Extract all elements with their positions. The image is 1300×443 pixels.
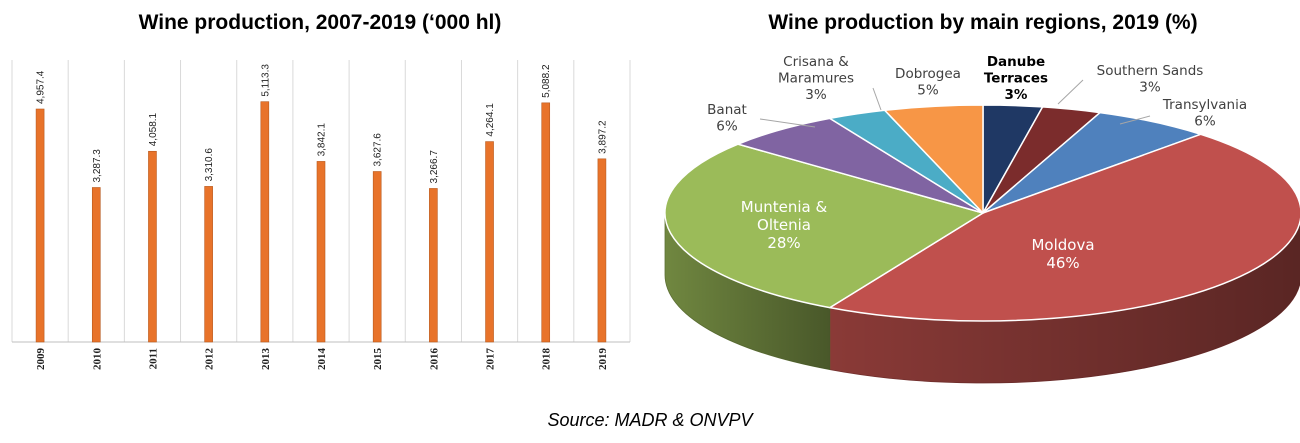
bar bbox=[541, 102, 551, 343]
pie-slice bbox=[883, 104, 984, 214]
category-label: 2018 bbox=[541, 348, 553, 371]
bar bbox=[372, 171, 382, 343]
category-label: 2011 bbox=[147, 348, 159, 369]
leader-line bbox=[759, 118, 816, 128]
pie-slice-label: Southern Sands 3% bbox=[1097, 63, 1204, 96]
bar-value-label: 3,897.2 bbox=[597, 120, 608, 154]
category-label: 2015 bbox=[372, 348, 384, 371]
pie-slice-label: Danube Terraces 3% bbox=[984, 54, 1048, 103]
bar-value-label: 3,266.7 bbox=[429, 150, 440, 184]
category-label: 2013 bbox=[260, 348, 272, 371]
bar-value-label: 4,058.1 bbox=[148, 112, 159, 146]
bar bbox=[429, 188, 438, 343]
pie-slice-value-label: 46% bbox=[1046, 254, 1079, 272]
bar-value-label: 3,287.3 bbox=[92, 149, 103, 183]
pie-slice bbox=[829, 133, 1300, 322]
bar-chart: Wine production, 2007-2019 (‘000 hl) 4,9… bbox=[11, 11, 631, 370]
bar-chart-value-labels: 4,957.4 3,287.3 4,058.1 3,310.6 5,113.3 3,842… bbox=[36, 64, 609, 184]
bar bbox=[204, 186, 213, 343]
bar bbox=[485, 141, 494, 343]
pie-slice bbox=[664, 143, 984, 309]
category-label: 2019 bbox=[597, 348, 609, 371]
category-label: 2014 bbox=[316, 348, 328, 371]
category-label: 2016 bbox=[428, 348, 440, 371]
category-label: 2009 bbox=[35, 348, 47, 371]
pie-slice-value-label: 6% bbox=[716, 119, 738, 135]
pie-slice-value-label: 5% bbox=[917, 83, 939, 99]
bar bbox=[35, 108, 45, 343]
bar-chart-bars bbox=[35, 101, 607, 343]
pie-slice bbox=[982, 111, 1202, 214]
pie-slice-label: Crisana & Maramures 3% bbox=[778, 54, 854, 103]
source-note: Source: MADR & ONVPV bbox=[547, 410, 754, 430]
bar-chart-category-labels: 2009 2010 2011 2012 2013 2014 2015 2016 2017 2018… bbox=[35, 347, 609, 370]
pie-chart-labels: Danube Terraces 3% Southern Sands 3%Transylv… bbox=[707, 54, 1247, 272]
leader-line bbox=[872, 87, 882, 111]
bar bbox=[148, 150, 157, 343]
pie-slice-value-label: 6% bbox=[1194, 114, 1216, 130]
bar-value-label: 3,310.6 bbox=[204, 148, 215, 182]
category-label: 2010 bbox=[91, 348, 103, 371]
bar-value-label: 4,957.4 bbox=[36, 70, 47, 104]
pie-slice-label: Muntenia & Oltenia 28% bbox=[741, 198, 828, 252]
pie-chart-slices bbox=[664, 104, 1300, 322]
bar-value-label: 4,264.1 bbox=[485, 103, 496, 137]
pie-slice-label: Dobrogea 5% bbox=[895, 66, 961, 99]
pie-slice-value-label: 3% bbox=[1139, 80, 1161, 96]
pie-slice-value-label: 3% bbox=[1005, 87, 1028, 103]
bar-value-label: 5,113.3 bbox=[260, 64, 271, 97]
bar bbox=[316, 161, 326, 343]
bar bbox=[597, 158, 607, 343]
bar bbox=[260, 101, 270, 343]
pie-chart-title: Wine production by main regions, 2019 (%… bbox=[768, 11, 1197, 34]
pie-slice-value-label: 3% bbox=[805, 87, 827, 103]
pie-slice bbox=[737, 117, 984, 214]
category-label: 2017 bbox=[485, 347, 497, 370]
bar-value-label: 5,088.2 bbox=[541, 64, 552, 98]
pie-slice-label: Banat 6% bbox=[707, 102, 747, 135]
leader-line bbox=[1057, 79, 1084, 105]
bar-value-label: 3,627.6 bbox=[373, 133, 384, 167]
leader-line bbox=[1119, 115, 1151, 125]
bar bbox=[91, 187, 101, 343]
pie-chart: Wine production by main regions, 2019 (%… bbox=[664, 11, 1300, 384]
bar-value-label: 3,842.1 bbox=[317, 123, 328, 157]
pie-slice-label: Moldova 46% bbox=[1031, 236, 1094, 272]
pie-slice-label: Transylvania 6% bbox=[1162, 97, 1247, 130]
pie-slice-side-shade bbox=[665, 213, 830, 370]
bar-chart-title: Wine production, 2007-2019 (‘000 hl) bbox=[139, 11, 502, 34]
pie-chart-sides bbox=[664, 212, 1300, 384]
pie-chart-leader-lines bbox=[759, 79, 1151, 128]
pie-slice-side-shade bbox=[829, 221, 1300, 383]
category-label: 2012 bbox=[204, 348, 216, 371]
pie-slice-value-label: 28% bbox=[767, 234, 800, 252]
